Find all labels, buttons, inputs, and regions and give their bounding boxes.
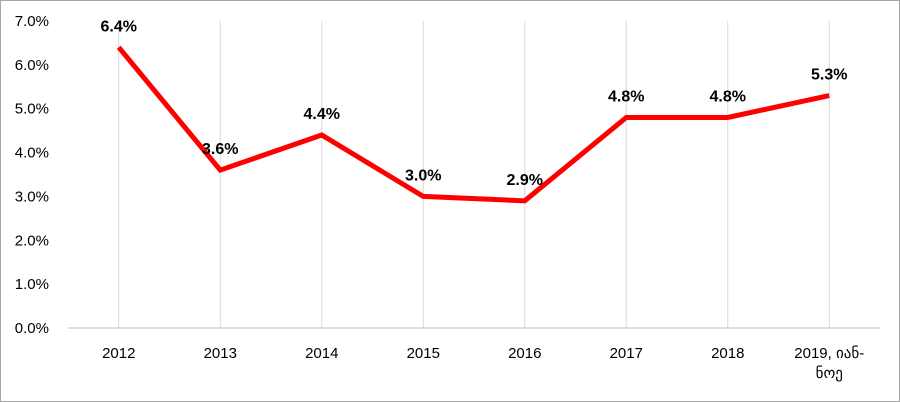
x-tick-label: 2013 [204,345,237,362]
x-tick-label: 2015 [407,345,440,362]
y-tick-label: 3.0% [15,188,49,205]
x-tick-label: 2019, იან-ნოე [794,345,864,382]
x-tick-label: 2016 [508,345,541,362]
data-label: 5.3% [811,67,847,84]
data-label: 6.4% [101,18,137,35]
x-tick-label: 2012 [102,345,135,362]
data-label: 2.9% [507,172,543,189]
data-label: 3.6% [202,141,238,158]
data-label: 4.4% [304,106,340,123]
x-tick-label: 2018 [711,345,744,362]
y-tick-label: 6.0% [15,57,49,74]
y-tick-label: 2.0% [15,232,49,249]
x-tick-label: 2017 [610,345,643,362]
data-label: 3.0% [405,167,441,184]
y-tick-label: 4.0% [15,145,49,162]
data-label: 4.8% [608,88,644,105]
data-label: 4.8% [710,88,746,105]
y-tick-label: 1.0% [15,276,49,293]
y-tick-label: 0.0% [15,320,49,337]
y-tick-label: 5.0% [15,101,49,118]
y-tick-label: 7.0% [15,13,49,30]
series-line [116,45,830,204]
x-tick-label: 2014 [305,345,338,362]
